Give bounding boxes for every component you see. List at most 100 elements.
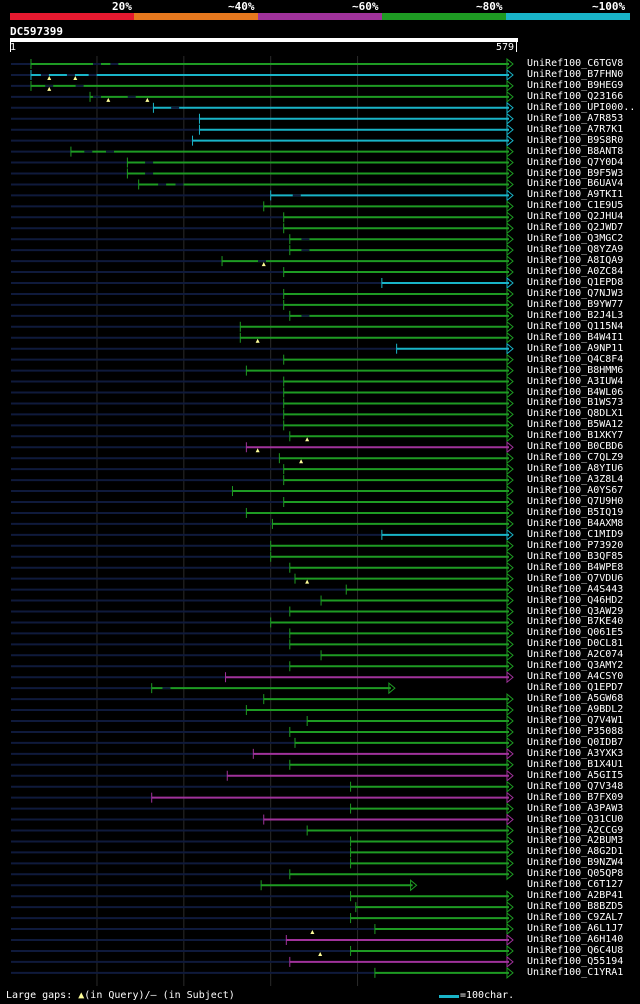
hit-label[interactable]: UniRef100_Q7V348 [527,780,624,792]
hit-label[interactable]: UniRef100_Q0IDB7 [527,736,624,748]
hit-label[interactable]: UniRef100_A9NP11 [527,342,624,354]
hit-label[interactable]: UniRef100_A8YIU6 [527,463,624,475]
hit-label[interactable]: UniRef100_C7QLZ9 [527,452,624,464]
hit-label[interactable]: UniRef100_B8HMM6 [527,364,624,376]
hit-label[interactable]: UniRef100_B2J4L3 [527,309,624,321]
hit-label[interactable]: UniRef100_Q115N4 [527,320,624,332]
hit-label[interactable]: UniRef100_B9HEG9 [527,79,624,91]
hit-label[interactable]: UniRef100_B8BZD5 [527,901,624,913]
hit-label[interactable]: UniRef100_Q6C4U8 [527,944,624,956]
hit-label[interactable]: UniRef100_Q23166 [527,90,624,102]
hit-arrow-icon [506,452,514,465]
hit-label[interactable]: UniRef100_A2C074 [527,649,624,661]
hit-label[interactable]: UniRef100_B6UAV4 [527,178,624,190]
hit-arrow-icon [506,342,514,355]
hit-label[interactable]: UniRef100_C1YRA1 [527,966,624,978]
hit-arrow-icon [506,353,514,366]
hit-label[interactable]: UniRef100_B4WL06 [527,386,624,398]
hit-label[interactable]: UniRef100_Q46HD2 [527,594,624,606]
hit-label[interactable]: UniRef100_B4WPE8 [527,561,624,573]
hit-label[interactable]: UniRef100_B1X4U1 [527,758,624,770]
hit-label[interactable]: UniRef100_A9BDL2 [527,704,624,716]
hit-label[interactable]: UniRef100_C9ZAL7 [527,912,624,924]
hit-label[interactable]: UniRef100_Q3MGC2 [527,233,624,245]
hit-label[interactable]: UniRef100_B8ANT8 [527,145,624,157]
hit-label[interactable]: UniRef100_A2BP41 [527,890,624,902]
hit-label[interactable]: UniRef100_Q1EPD8 [527,277,624,288]
hit-label[interactable]: UniRef100_A3Z8L4 [527,474,624,486]
query-id[interactable]: DC597399 [10,25,63,38]
hit-label[interactable]: UniRef100_A0ZC84 [527,266,624,278]
hit-arrow-icon [506,561,514,574]
hit-label[interactable]: UniRef100_Q2JHU4 [527,211,624,223]
hit-label[interactable]: UniRef100_B9F5W3 [527,167,624,179]
hit-label[interactable]: UniRef100_Q7V4W1 [527,715,624,726]
hit-label[interactable]: UniRef100_A3YXK3 [527,747,624,759]
hit-arrow-icon [506,627,514,640]
hit-label[interactable]: UniRef100_Q55194 [527,955,624,967]
query-gap-marker-icon [47,86,52,91]
hit-label[interactable]: UniRef100_A3PAW3 [527,802,624,814]
hit-label[interactable]: UniRef100_A6H140 [527,934,624,945]
hit-label[interactable]: UniRef100_P73920 [527,539,624,551]
hit-label[interactable]: UniRef100_C6T127 [527,879,624,891]
hit-label[interactable]: UniRef100_B5IQ19 [527,506,624,518]
hit-label[interactable]: UniRef100_B1XKY7 [527,430,624,442]
hit-label[interactable]: UniRef100_B9S8R0 [527,134,624,146]
hit-label[interactable]: UniRef100_A9TKI1 [527,189,624,201]
hit-label[interactable]: UniRef100_B4AXM8 [527,517,624,529]
hit-label[interactable]: UniRef100_C1MID9 [527,528,624,540]
hit-label[interactable]: UniRef100_B9YW77 [527,298,624,310]
hit-label[interactable]: UniRef100_B7FHN0 [527,68,624,80]
hit-label[interactable]: UniRef100_B5WA12 [527,419,624,431]
hit-label[interactable]: UniRef100_A2BUM3 [527,835,624,847]
hit-label[interactable]: UniRef100_A5GII5 [527,769,624,781]
hit-label[interactable]: UniRef100_C6TGV8 [527,58,624,69]
hit-label[interactable]: UniRef100_Q05QP8 [527,868,624,880]
hit-arrow-icon [506,922,514,936]
hit-label[interactable]: UniRef100_C1E9U5 [527,200,624,212]
hit-label[interactable]: UniRef100_B4W4I1 [527,331,624,343]
hit-label[interactable]: UniRef100_Q061E5 [527,627,624,639]
hit-label[interactable]: UniRef100_A4CSY0 [527,671,624,683]
hit-label[interactable]: UniRef100_A0YS67 [527,485,624,497]
hit-label[interactable]: UniRef100_B7KE40 [527,616,624,628]
hit-label[interactable]: UniRef100_A5GW68 [527,693,624,705]
hit-label[interactable]: UniRef100_A4S443 [527,583,624,595]
hit-arrow-icon [506,233,514,246]
hit-label[interactable]: UniRef100_Q7Y0D4 [527,156,624,168]
hit-label[interactable]: UniRef100_B0CBD6 [527,441,624,453]
hit-label[interactable]: UniRef100_Q7NJW3 [527,287,624,299]
hit-label[interactable]: UniRef100_Q8DLX1 [527,408,624,420]
hit-label[interactable]: UniRef100_A6L1J7 [527,923,624,935]
hit-arrow-icon [506,769,514,782]
hit-arrow-icon [506,693,514,706]
hit-label[interactable]: UniRef100_Q4C8F4 [527,353,624,365]
hit-label[interactable]: UniRef100_UPI000.. [527,101,636,113]
hit-label[interactable]: UniRef100_B3QF85 [527,550,624,562]
hit-label[interactable]: UniRef100_B9NZW4 [527,857,624,869]
legend-label-60: ~60% [352,0,379,13]
hit-arrow-icon [506,616,514,629]
hit-label[interactable]: UniRef100_Q7U9H0 [527,496,624,507]
hit-label[interactable]: UniRef100_A7R853 [527,112,624,124]
hit-label[interactable]: UniRef100_Q2JWD7 [527,222,624,234]
hit-label[interactable]: UniRef100_B1WS73 [527,397,624,409]
hit-label[interactable]: UniRef100_Q1EPD7 [527,682,624,694]
hit-label[interactable]: UniRef100_Q8YZA9 [527,244,624,256]
hit-label[interactable]: UniRef100_A7R7K1 [527,123,624,135]
hit-label[interactable]: UniRef100_A3IUW4 [527,375,624,387]
hit-label[interactable]: UniRef100_Q3AMY2 [527,660,624,672]
hit-label[interactable]: UniRef100_A8IQA9 [527,255,624,267]
legend-label-100: ~100% [592,0,626,13]
hit-label[interactable]: UniRef100_P35088 [527,725,624,737]
hit-label[interactable]: UniRef100_B7FX09 [527,791,624,803]
hit-arrow-icon [506,309,514,322]
hit-label[interactable]: UniRef100_D0CL81 [527,638,624,650]
hit-label[interactable]: UniRef100_Q3AW29 [527,605,624,617]
hit-label[interactable]: UniRef100_A8G2D1 [527,846,624,858]
hit-label[interactable]: UniRef100_Q31CU0 [527,813,624,825]
hit-label[interactable]: UniRef100_Q7VDU6 [527,572,624,584]
hit-label[interactable]: UniRef100_A2CCG9 [527,824,624,836]
hit-arrow-icon [506,123,514,136]
